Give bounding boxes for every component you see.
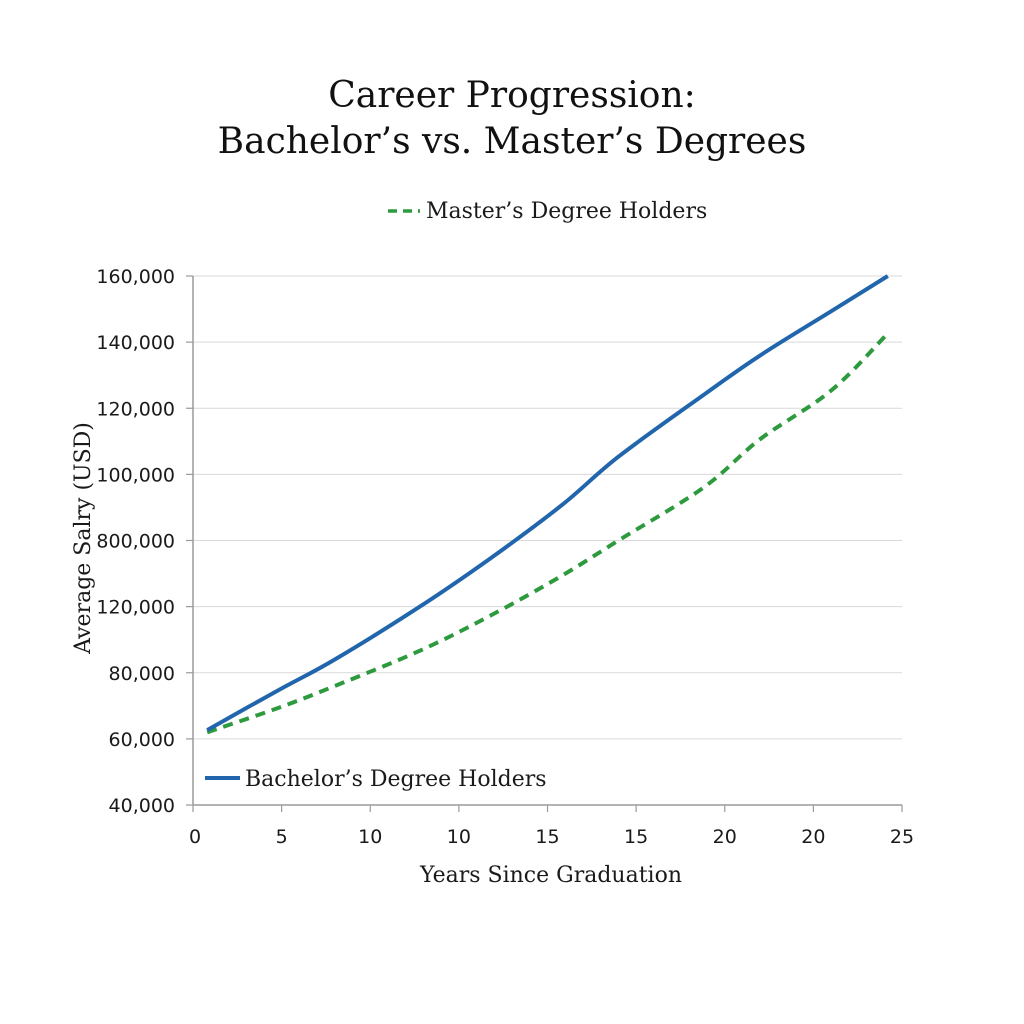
series-line-masters: [206, 331, 890, 735]
x-tick-label: 20: [801, 826, 825, 848]
y-tick-label: 800,000: [96, 531, 175, 553]
y-tick-label: 80,000: [109, 663, 175, 685]
chart-title-line-2: Bachelor’s vs. Master’s Degrees: [217, 121, 807, 162]
series-layer: [206, 274, 890, 735]
x-tick-label: 15: [535, 826, 559, 848]
y-tick-label: 120,000: [96, 398, 175, 420]
x-tick-label: 0: [189, 826, 201, 848]
x-tick-label: 5: [276, 826, 288, 848]
series-line-bachelors: [206, 274, 889, 732]
x-tick-labels: 0 5 10 10 15 15 20 20 25: [189, 805, 914, 848]
y-tick-label: 100,000: [96, 464, 175, 486]
x-tick-label: 25: [890, 826, 914, 848]
y-tick-label: 120,000: [96, 597, 175, 619]
x-tick-label: 20: [713, 826, 737, 848]
x-tick-label: 10: [358, 826, 382, 848]
y-tick-label: 140,000: [96, 332, 175, 354]
y-tick-label: 160,000: [96, 266, 175, 288]
y-tick-labels: 40,000 60,000 80,000 120,000 800,000 100,000 1…: [96, 266, 193, 817]
chart-title-line-1: Career Progression:: [328, 75, 696, 116]
legend-label-masters: Master’s Degree Holders: [426, 199, 707, 224]
legend-label-bachelors: Bachelor’s Degree Holders: [245, 767, 547, 792]
grid-layer: [193, 275, 902, 740]
y-tick-label: 60,000: [109, 729, 175, 751]
y-axis-title: Average Salry (USD): [71, 422, 96, 655]
x-tick-label: 15: [624, 826, 648, 848]
x-tick-label: 10: [447, 826, 471, 848]
y-tick-label: 40,000: [109, 795, 175, 817]
x-axis-title: Years Since Graduation: [419, 863, 682, 888]
